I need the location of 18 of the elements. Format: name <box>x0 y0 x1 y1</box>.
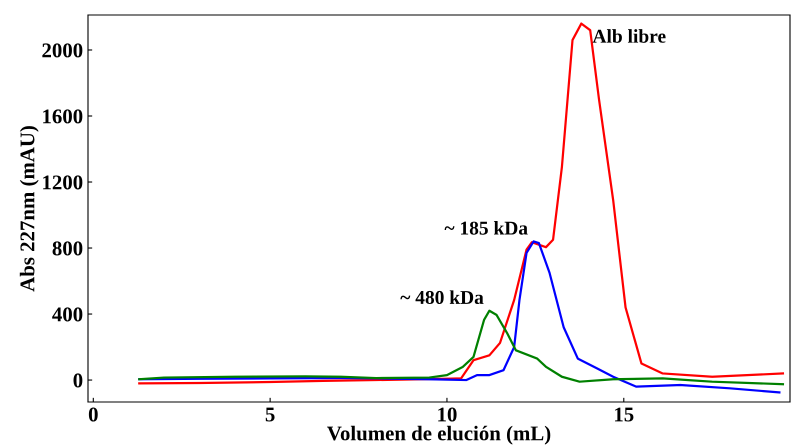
x-tick-label: 0 <box>88 407 98 422</box>
x-tick-label: 5 <box>266 408 275 422</box>
y-tick-label: 1600 <box>43 109 82 124</box>
x-tick-label: 10 <box>438 407 457 422</box>
line-series <box>138 22 784 384</box>
annotation: Alb libre <box>592 29 666 43</box>
x-tick-label: 15 <box>615 408 634 422</box>
annotation: ~ 480 kDa <box>400 290 484 304</box>
line-series <box>138 310 784 386</box>
x-axis-title: Volumen de elución (mL) <box>327 426 550 445</box>
y-tick-label: 0 <box>74 373 82 388</box>
line-series <box>138 240 780 394</box>
annotation: ~ 185 kDa <box>444 221 528 235</box>
y-axis-title: Abs 227nm (mAU) <box>20 126 39 292</box>
y-tick-label: 1200 <box>43 175 82 190</box>
y-tick-label: 800 <box>52 241 82 256</box>
y-tick-label: 2000 <box>42 43 82 58</box>
y-tick-label: 400 <box>52 307 82 322</box>
